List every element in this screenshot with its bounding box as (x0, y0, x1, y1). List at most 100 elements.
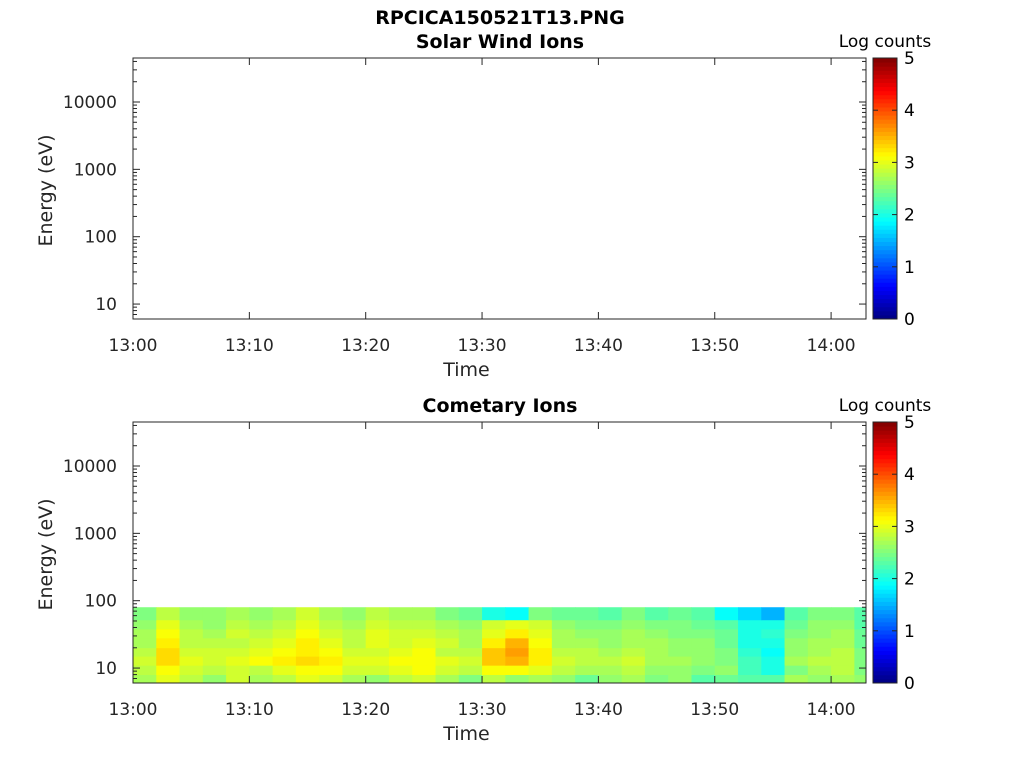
heatmap-cell (714, 647, 739, 657)
heatmap-cell (272, 619, 297, 630)
heatmap-cell (761, 629, 785, 639)
heatmap-cell (784, 607, 809, 621)
heatmap-cell (784, 674, 809, 684)
y-tick-label: 10000 (63, 457, 117, 477)
colorbar-segment (873, 306, 897, 312)
heatmap-cell (668, 665, 692, 675)
heatmap-cell (551, 665, 576, 675)
heatmap-cell (575, 665, 599, 675)
heatmap-cell (505, 674, 529, 684)
heatmap-cell (761, 619, 785, 630)
heatmap-cell (621, 647, 646, 657)
colorbar-segment (873, 314, 897, 320)
heatmap-cell (738, 674, 762, 684)
colorbar-segment (873, 180, 897, 185)
colorbar-segment (873, 196, 897, 202)
heatmap-cell (295, 629, 320, 639)
colorbar-segment (873, 495, 897, 500)
colorbar-tick-label: 3 (904, 517, 915, 537)
heatmap-cell (156, 665, 180, 675)
x-tick-label: 13:20 (341, 336, 390, 356)
heatmap-cell (621, 637, 646, 649)
heatmap-cell (156, 674, 180, 684)
y-axis-label: Energy (eV) (35, 498, 57, 610)
colorbar-segment (873, 638, 897, 643)
colorbar-segment (873, 634, 897, 639)
heatmap-cell (295, 665, 320, 675)
heatmap-cell (831, 665, 855, 675)
colorbar-segment (873, 642, 897, 647)
heatmap-cell (319, 674, 343, 684)
heatmap-cell (761, 607, 785, 621)
heatmap-cell (644, 629, 669, 639)
heatmap-cell (528, 656, 553, 666)
heatmap-cell (342, 647, 367, 657)
heatmap-cell (831, 656, 855, 666)
colorbar-segment (873, 515, 897, 521)
heatmap-cell (412, 607, 436, 621)
colorbar-segment (873, 540, 897, 545)
heatmap-cell (784, 656, 809, 666)
colorbar-segment (873, 225, 897, 230)
heatmap-cell (807, 629, 832, 639)
x-tick-label: 13:50 (690, 336, 739, 356)
x-tick-label: 13:00 (109, 700, 158, 720)
colorbar-segment (873, 625, 897, 631)
heatmap-cell (831, 629, 855, 639)
heatmap-cell (342, 637, 367, 649)
heatmap-cell (156, 607, 180, 621)
colorbar-segment (873, 188, 897, 194)
heatmap-cell (482, 637, 506, 649)
heatmap-cell (528, 637, 553, 649)
heatmap-cell (319, 665, 343, 675)
heatmap-cell (133, 647, 157, 657)
x-tick-label: 13:40 (574, 700, 623, 720)
heatmap-cell (644, 637, 669, 649)
colorbar-segment (873, 102, 897, 108)
colorbar-segment (873, 58, 897, 63)
heatmap-cell (458, 619, 483, 630)
colorbar-segment (873, 572, 897, 578)
heatmap-cell (249, 674, 274, 684)
heatmap-cell (388, 656, 413, 666)
heatmap-cell (714, 656, 739, 666)
colorbar-segment (873, 617, 897, 623)
colorbar-segment (873, 90, 897, 96)
heatmap-cell (784, 665, 809, 675)
colorbar-segment (873, 98, 897, 104)
heatmap-cell (691, 607, 716, 621)
colorbar-segment (873, 519, 897, 525)
y-axis-label: Energy (eV) (35, 134, 57, 246)
heatmap-cell (458, 674, 483, 684)
heatmap-cell (714, 619, 739, 630)
heatmap-cell (319, 656, 343, 666)
colorbar-segment (873, 552, 897, 558)
colorbar-tick-label: 4 (904, 101, 915, 121)
heatmap-cell (575, 656, 599, 666)
colorbar-segment (873, 221, 897, 226)
colorbar-segment (873, 564, 897, 570)
heatmap-cell (295, 674, 320, 684)
heatmap-cell (738, 629, 762, 639)
heatmap-cell (226, 674, 250, 684)
colorbar-segment (873, 302, 897, 308)
colorbar-segment (873, 593, 897, 598)
heatmap-cell (691, 665, 716, 675)
colorbar-segment (873, 491, 897, 496)
heatmap-cell (621, 656, 646, 666)
colorbar-segment (873, 294, 897, 300)
colorbar-segment (873, 159, 897, 165)
heatmap-cell (691, 674, 716, 684)
heatmap-cell (738, 656, 762, 666)
heatmap-cell (831, 619, 855, 630)
heatmap-cell (319, 629, 343, 639)
colorbar-segment (873, 422, 897, 427)
colorbar-segment (873, 483, 897, 488)
heatmap-cell (226, 629, 250, 639)
colorbar-segment (873, 662, 897, 668)
heatmap-cell (249, 647, 274, 657)
x-tick-label: 13:30 (458, 336, 507, 356)
heatmap-cell (412, 647, 436, 657)
